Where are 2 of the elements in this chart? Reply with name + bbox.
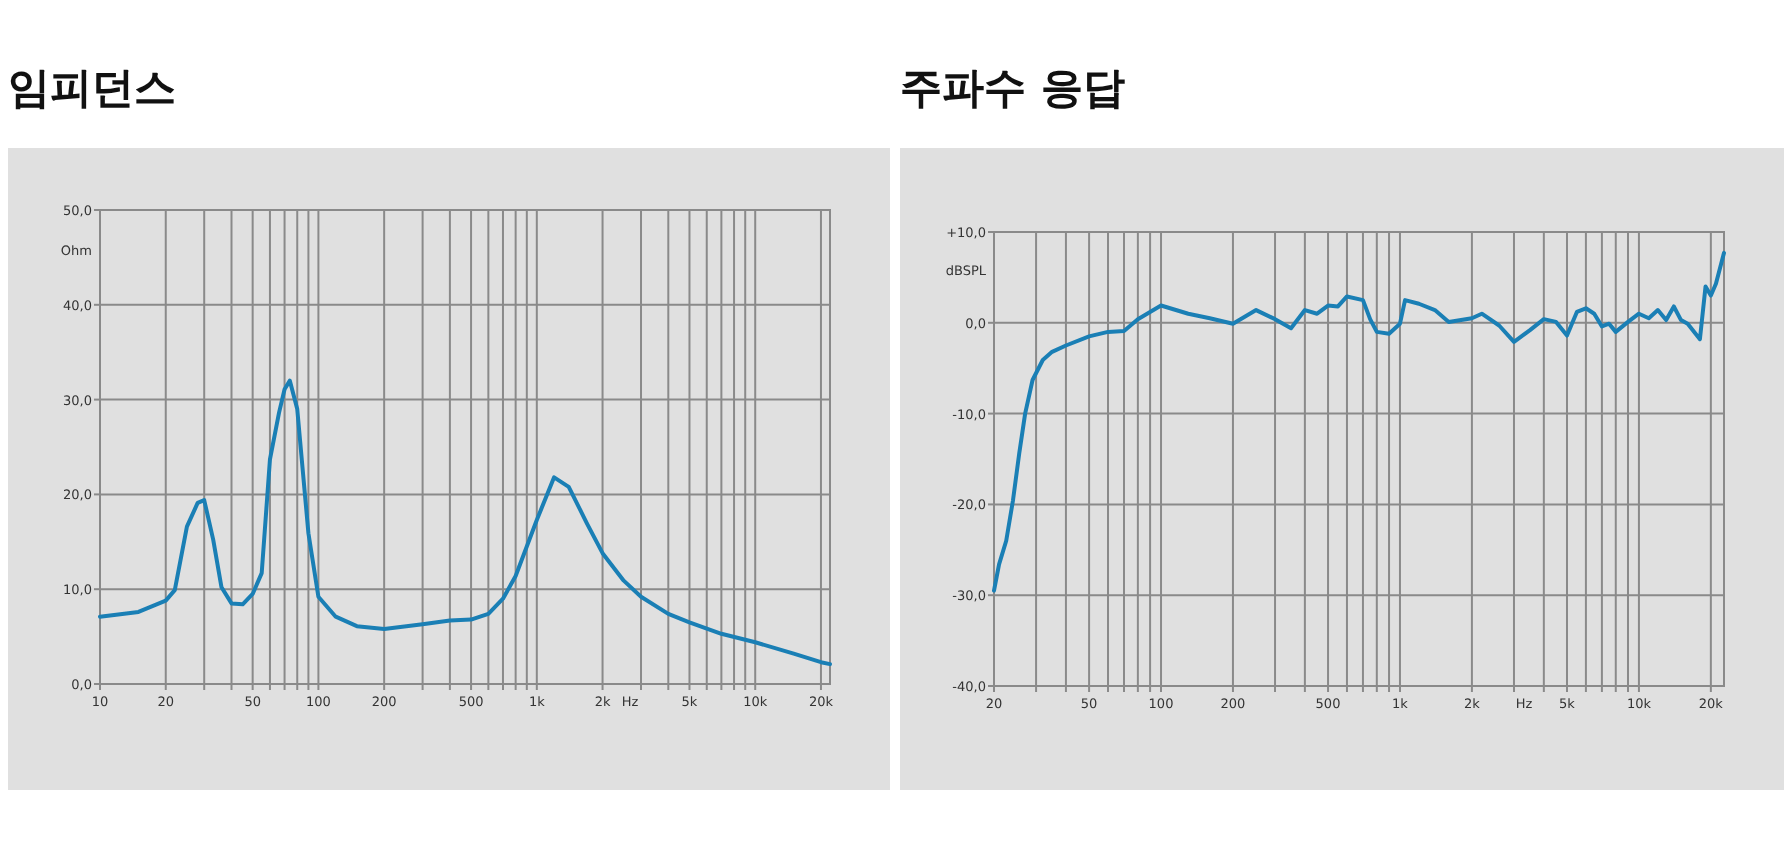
chart-title: 주파수 응답 [900,64,1125,112]
chart-title: 임피던스 [8,64,176,112]
